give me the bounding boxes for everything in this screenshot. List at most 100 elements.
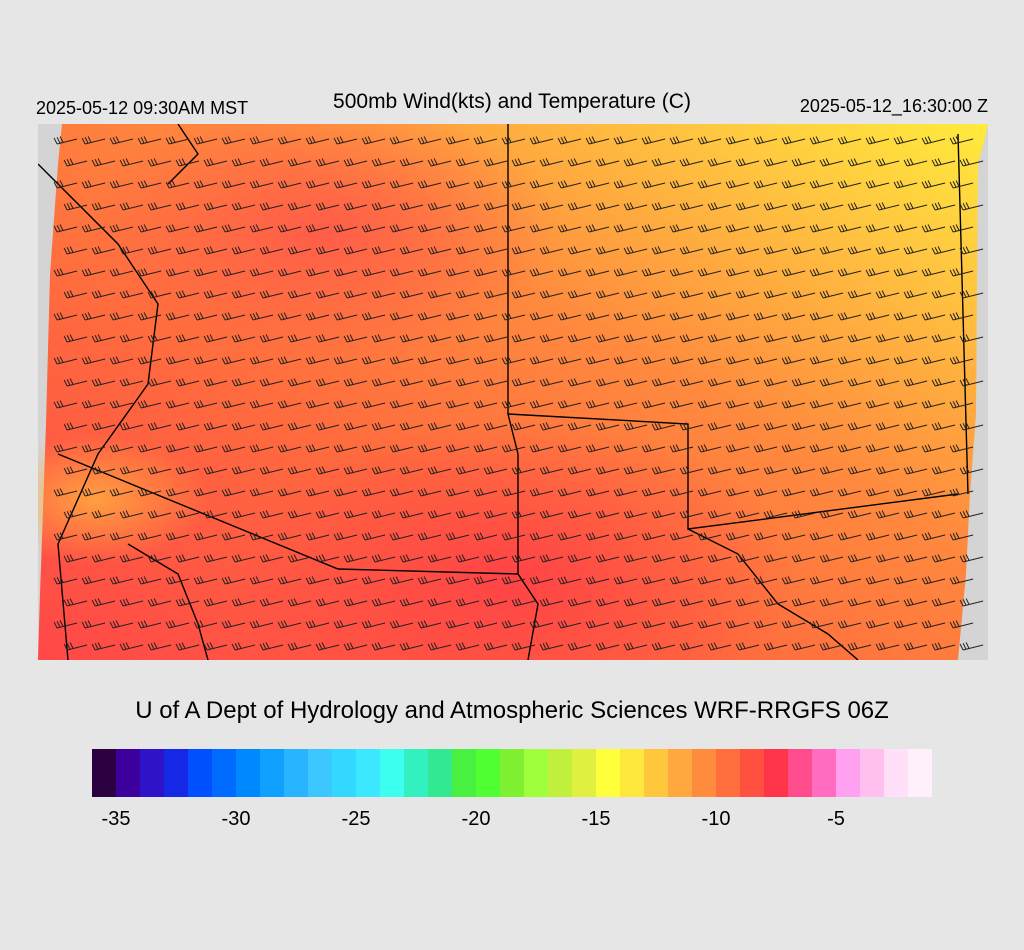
wind-barb-flag: [700, 137, 705, 144]
wind-barb-flag: [420, 621, 425, 628]
wind-barb-flag: [756, 577, 761, 584]
wind-barb-flag: [56, 577, 61, 584]
wind-barb: [868, 358, 890, 365]
wind-barb-flag: [654, 203, 659, 210]
wind-barb-flag: [237, 246, 242, 253]
wind-barb: [794, 556, 816, 563]
wind-barb-flag: [573, 246, 578, 253]
wind-barb-flag: [567, 467, 572, 475]
wind-barb-flag: [504, 401, 509, 408]
wind-barb-flag: [560, 181, 565, 188]
wind-barb-flag: [903, 643, 908, 651]
wind-barb-flag: [753, 313, 758, 321]
wind-barb-flag: [53, 445, 58, 453]
wind-barb-flag: [741, 158, 746, 165]
wind-barb: [84, 622, 106, 629]
wind-barb-flag: [395, 224, 400, 231]
wind-barb: [906, 424, 928, 431]
wind-barb-flag: [125, 554, 130, 561]
wind-barb-flag: [367, 312, 372, 319]
wind-barb-flag: [227, 488, 232, 495]
wind-barb-flag: [461, 290, 466, 297]
wind-barb: [896, 138, 918, 145]
wind-barb-flag: [171, 356, 176, 363]
wind-barb-flag: [109, 621, 114, 629]
wind-barb: [962, 336, 984, 343]
wind-barb-flag: [756, 621, 761, 628]
wind-barb-flag: [529, 533, 534, 541]
wind-barb-flag: [153, 510, 158, 517]
wind-barb: [66, 512, 88, 519]
wind-barb-flag: [921, 137, 926, 145]
wind-barb-flag: [66, 335, 71, 342]
wind-barb-flag: [962, 599, 967, 606]
wind-barb-flag: [903, 335, 908, 343]
wind-barb-flag: [735, 423, 740, 431]
wind-barb-flag: [955, 488, 960, 495]
wind-barb: [280, 446, 302, 453]
wind-barb-flag: [371, 555, 376, 563]
wind-barb-flag: [395, 532, 400, 539]
wind-barb: [840, 358, 862, 365]
wind-barb-flag: [479, 576, 484, 583]
wind-barb-flag: [119, 379, 124, 387]
wind-barb-flag: [237, 466, 242, 473]
wind-barb: [392, 534, 414, 541]
wind-barb: [364, 314, 386, 321]
wind-barb-flag: [430, 379, 435, 386]
wind-barb-flag: [697, 533, 702, 541]
wind-barb-flag: [203, 511, 208, 519]
wind-barb-flag: [685, 290, 690, 297]
wind-barb-flag: [781, 357, 786, 365]
wind-barb-flag: [669, 269, 674, 277]
wind-barb: [112, 314, 134, 321]
wind-barb: [542, 336, 564, 343]
wind-barb: [514, 556, 536, 563]
colorbar-tick-label: -10: [701, 808, 731, 830]
wind-barb: [924, 402, 946, 409]
wind-barb-flag: [476, 181, 481, 188]
wind-barb-flag: [934, 467, 939, 474]
wind-barb: [644, 490, 666, 497]
wind-barb-flag: [178, 511, 183, 518]
wind-barb-flag: [909, 642, 914, 649]
wind-barb: [868, 534, 890, 541]
wind-barb-flag: [570, 555, 575, 562]
wind-barb-flag: [713, 510, 718, 517]
wind-barb: [588, 402, 610, 409]
wind-barb-flag: [336, 313, 341, 320]
wind-barb-flag: [361, 533, 366, 541]
wind-barb-flag: [878, 335, 883, 342]
wind-barb: [262, 160, 284, 167]
wind-barb-flag: [853, 246, 858, 253]
wind-barb-flag: [840, 621, 845, 628]
wind-barb: [458, 380, 480, 387]
wind-barb: [84, 358, 106, 365]
wind-barb-flag: [315, 203, 320, 211]
wind-barb-flag: [557, 181, 562, 189]
wind-barb-flag: [81, 313, 86, 321]
wind-barb-flag: [280, 269, 285, 276]
wind-barb-flag: [171, 400, 176, 407]
wind-barb: [700, 182, 722, 189]
wind-barb-flag: [56, 401, 61, 408]
wind-barb: [616, 490, 638, 497]
wind-barb-flag: [227, 224, 232, 231]
wind-barb-flag: [837, 313, 842, 321]
wind-barb: [196, 622, 218, 629]
wind-barb-flag: [588, 137, 593, 144]
wind-barb: [140, 490, 162, 497]
wind-barb-flag: [965, 422, 970, 429]
wind-barb-flag: [955, 444, 960, 451]
wind-barb-flag: [654, 291, 659, 298]
wind-barb-flag: [147, 467, 152, 475]
wind-barb-flag: [865, 357, 870, 365]
wind-barb-flag: [321, 158, 326, 165]
wind-barb-flag: [262, 423, 267, 430]
wind-barb-flag: [423, 576, 428, 583]
wind-barb-flag: [308, 269, 313, 276]
wind-barb-flag: [349, 202, 354, 209]
wind-barb: [94, 380, 116, 387]
wind-barb-flag: [115, 180, 120, 187]
wind-barb-flag: [262, 555, 267, 562]
